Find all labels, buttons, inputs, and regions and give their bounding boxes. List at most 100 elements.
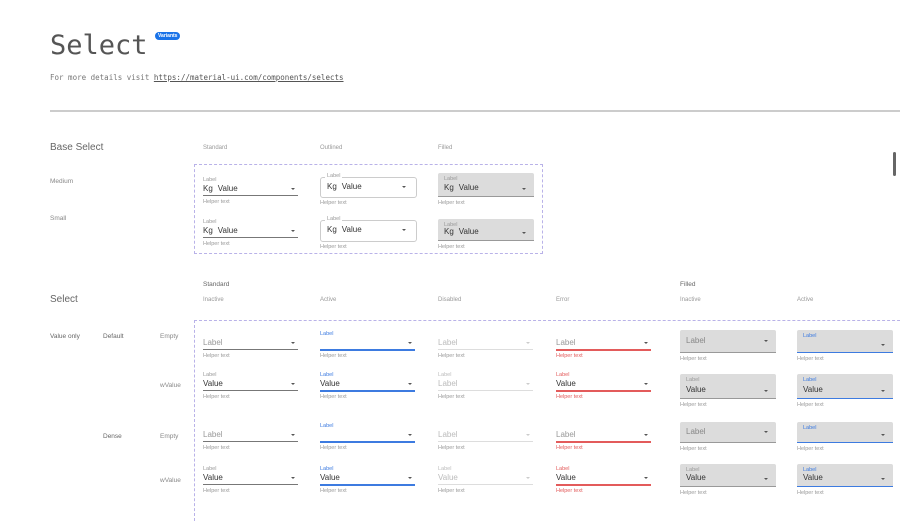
filled-box[interactable] bbox=[797, 422, 893, 443]
helper-text: Helper text bbox=[797, 446, 824, 452]
field-underline bbox=[203, 349, 298, 350]
field-underline bbox=[438, 349, 533, 350]
field-placeholder: Label bbox=[556, 338, 576, 347]
field-underline bbox=[203, 237, 298, 238]
dropdown-arrow-icon[interactable] bbox=[644, 477, 648, 479]
filled-box[interactable] bbox=[680, 374, 776, 399]
dropdown-arrow-icon[interactable] bbox=[522, 232, 526, 234]
value-text: Value bbox=[458, 183, 479, 192]
dropdown-arrow-icon[interactable] bbox=[881, 478, 885, 480]
helper-text: Helper text bbox=[320, 488, 347, 494]
field-label: Label bbox=[325, 173, 343, 179]
dropdown-arrow-icon[interactable] bbox=[408, 342, 412, 344]
dropdown-arrow-icon[interactable] bbox=[526, 434, 530, 436]
dropdown-arrow-icon[interactable] bbox=[526, 477, 530, 479]
field-value: Value bbox=[803, 473, 823, 482]
dropdown-arrow-icon[interactable] bbox=[644, 383, 648, 385]
field-underline bbox=[320, 390, 415, 392]
helper-text: Helper text bbox=[797, 490, 824, 496]
value-prefix: Kg bbox=[203, 226, 213, 235]
helper-text: Helper text bbox=[438, 353, 465, 359]
helper-text: Helper text bbox=[203, 241, 230, 247]
dropdown-arrow-icon[interactable] bbox=[764, 431, 768, 433]
field-placeholder: Label bbox=[438, 338, 458, 347]
dropdown-arrow-icon[interactable] bbox=[764, 478, 768, 480]
field-value: Value bbox=[438, 473, 458, 482]
field-underline bbox=[438, 390, 533, 391]
helper-text: Helper text bbox=[438, 200, 465, 206]
field-value: Value bbox=[203, 473, 223, 482]
dropdown-arrow-icon[interactable] bbox=[408, 477, 412, 479]
dropdown-arrow-icon[interactable] bbox=[291, 342, 295, 344]
variants-badge: Variants bbox=[155, 32, 181, 40]
filled-box[interactable] bbox=[680, 422, 776, 443]
field-underline bbox=[320, 349, 415, 351]
dropdown-arrow-icon[interactable] bbox=[644, 342, 648, 344]
helper-text: Helper text bbox=[203, 394, 230, 400]
outlined-box[interactable] bbox=[320, 220, 417, 242]
row-label-wvalue: wValue bbox=[160, 382, 181, 389]
helper-text: Helper text bbox=[203, 488, 230, 494]
row-label-empty-dense: Empty bbox=[160, 433, 179, 440]
dropdown-arrow-icon[interactable] bbox=[881, 434, 885, 436]
outlined-box[interactable] bbox=[320, 177, 417, 198]
helper-text: Helper text bbox=[203, 353, 230, 359]
filled-box[interactable] bbox=[680, 330, 776, 353]
dropdown-arrow-icon[interactable] bbox=[291, 434, 295, 436]
dropdown-arrow-icon[interactable] bbox=[764, 390, 768, 392]
field-value: Value bbox=[803, 385, 823, 394]
scrollbar-thumb[interactable] bbox=[893, 152, 896, 176]
field-label: Label bbox=[803, 377, 817, 383]
dropdown-arrow-icon[interactable] bbox=[526, 342, 530, 344]
dropdown-arrow-icon[interactable] bbox=[408, 383, 412, 385]
filled-box[interactable] bbox=[438, 219, 534, 241]
dropdown-arrow-icon[interactable] bbox=[764, 340, 768, 342]
field-underline bbox=[438, 484, 533, 485]
dropdown-arrow-icon[interactable] bbox=[402, 229, 406, 231]
field-label: Label bbox=[803, 467, 817, 473]
column-header-disabled: Disabled bbox=[438, 297, 462, 303]
column-header-active: Active bbox=[320, 297, 337, 303]
group-header-filled: Filled bbox=[680, 281, 696, 288]
dropdown-arrow-icon[interactable] bbox=[881, 344, 885, 346]
helper-text: Helper text bbox=[320, 244, 347, 250]
helper-text: Helper text bbox=[556, 394, 583, 400]
filled-box[interactable] bbox=[438, 173, 534, 197]
column-header-inactive: Inactive bbox=[203, 297, 224, 303]
field-value: Kg Value bbox=[327, 182, 362, 191]
field-label: Label bbox=[444, 176, 458, 182]
dropdown-arrow-icon[interactable] bbox=[881, 390, 885, 392]
dropdown-arrow-icon[interactable] bbox=[402, 185, 406, 188]
docs-link[interactable]: https://material-ui.com/components/selec… bbox=[153, 73, 344, 82]
dropdown-arrow-icon[interactable] bbox=[291, 383, 295, 385]
field-label: Label bbox=[320, 466, 334, 472]
filled-box[interactable] bbox=[797, 330, 893, 353]
dropdown-arrow-icon[interactable] bbox=[291, 188, 295, 190]
dropdown-arrow-icon[interactable] bbox=[291, 230, 295, 232]
value-prefix: Kg bbox=[444, 183, 454, 192]
filled-box[interactable] bbox=[797, 464, 893, 487]
dropdown-arrow-icon[interactable] bbox=[526, 383, 530, 385]
field-label: Label bbox=[325, 216, 343, 222]
field-value: Value bbox=[556, 379, 576, 388]
field-underline bbox=[203, 195, 298, 196]
dropdown-arrow-icon[interactable] bbox=[408, 434, 412, 436]
helper-text: Helper text bbox=[320, 394, 347, 400]
dropdown-arrow-icon[interactable] bbox=[291, 477, 295, 479]
value-text: Value bbox=[556, 473, 576, 482]
filled-box[interactable] bbox=[680, 464, 776, 487]
value-text: Value bbox=[686, 473, 706, 482]
category-label: Value only bbox=[50, 333, 80, 340]
helper-text: Helper text bbox=[438, 244, 465, 250]
field-label: Label bbox=[686, 377, 700, 383]
field-value: Kg Value bbox=[203, 184, 238, 193]
value-text: Value bbox=[320, 379, 340, 388]
column-header-filled-active: Active bbox=[797, 297, 814, 303]
dropdown-arrow-icon[interactable] bbox=[644, 434, 648, 436]
field-label: Label bbox=[203, 466, 217, 472]
field-value: Value bbox=[320, 379, 340, 388]
dropdown-arrow-icon[interactable] bbox=[522, 188, 526, 190]
field-underline bbox=[556, 484, 651, 486]
value-prefix: Kg bbox=[203, 184, 213, 193]
filled-box[interactable] bbox=[797, 374, 893, 399]
